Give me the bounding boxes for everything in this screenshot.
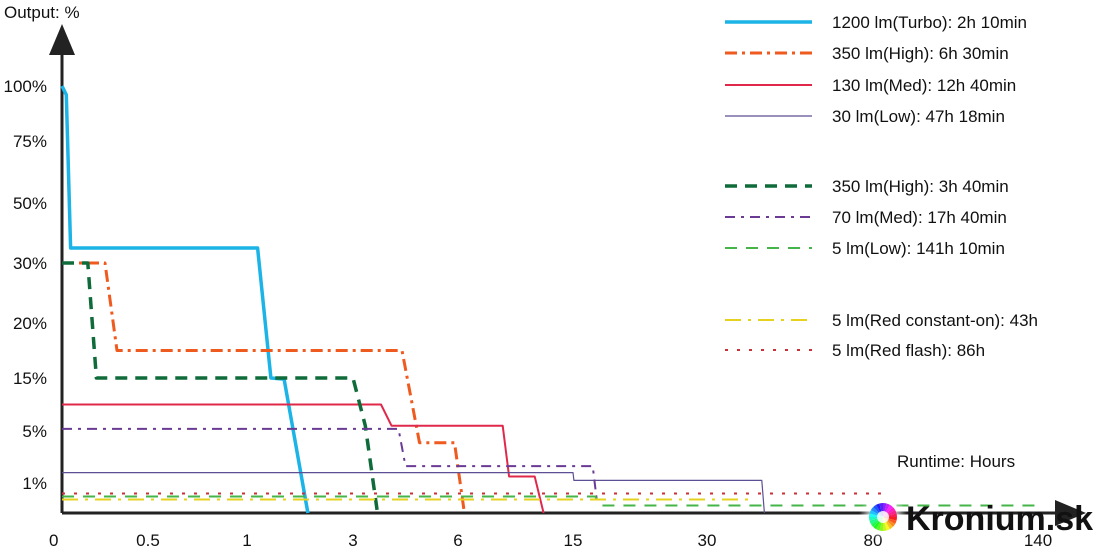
series-lines — [60, 85, 1038, 514]
y-ticks: 100% 75% 50% 30% 20% 15% 5% 1% — [4, 77, 47, 493]
x-tick-label: 1 — [242, 531, 251, 550]
legend-label: 5 lm(Low): 141h 10min — [832, 239, 1005, 258]
legend-label: 30 lm(Low): 47h 18min — [832, 107, 1005, 126]
x-ticks: 0 0.5 1 3 6 15 30 80 140 — [49, 531, 1052, 550]
series-line — [62, 403, 545, 514]
legend-label: 350 lm(High): 6h 30min — [832, 44, 1009, 63]
y-axis-arrow — [49, 24, 75, 55]
y-tick-label: 1% — [22, 474, 47, 493]
y-tick-label: 15% — [13, 369, 47, 388]
y-tick-label: 5% — [22, 422, 47, 441]
x-tick-label: 0.5 — [136, 531, 160, 550]
y-tick-label: 50% — [13, 194, 47, 213]
legend-label: 5 lm(Red flash): 86h — [832, 341, 985, 360]
axes — [49, 24, 1086, 526]
brand-logo: Kronium.sk — [859, 493, 1093, 541]
x-tick-label: 6 — [453, 531, 462, 550]
y-tick-label: 30% — [13, 254, 47, 273]
color-wheel-icon — [869, 503, 897, 531]
legend-label: 1200 lm(Turbo): 2h 10min — [832, 13, 1027, 32]
y-tick-label: 100% — [4, 77, 47, 96]
series-line — [62, 495, 1038, 507]
x-tick-label: 0 — [49, 531, 58, 550]
brand-name: Kronium.sk — [906, 500, 1093, 538]
x-axis-arrow — [1055, 500, 1086, 526]
x-tick-label: 30 — [698, 531, 717, 550]
series-line — [62, 427, 598, 502]
x-tick-label: 15 — [564, 531, 583, 550]
y-axis-title: Output: % — [4, 3, 80, 22]
x-tick-label: 140 — [1024, 531, 1052, 550]
legend-label: 5 lm(Red constant-on): 43h — [832, 311, 1038, 330]
legend-label: 130 lm(Med): 12h 40min — [832, 76, 1016, 95]
y-tick-label: 20% — [13, 314, 47, 333]
series-line — [62, 261, 380, 514]
series-line — [62, 472, 765, 514]
series-line — [62, 261, 466, 514]
series-line — [60, 85, 310, 514]
y-tick-label: 75% — [13, 132, 47, 151]
x-tick-label: 3 — [348, 531, 357, 550]
legend-label: 70 lm(Med): 17h 40min — [832, 208, 1007, 227]
x-axis-title: Runtime: Hours — [897, 452, 1015, 471]
legend-label: 350 lm(High): 3h 40min — [832, 177, 1009, 196]
legend: 1200 lm(Turbo): 2h 10min 350 lm(High): 6h… — [725, 13, 1038, 360]
